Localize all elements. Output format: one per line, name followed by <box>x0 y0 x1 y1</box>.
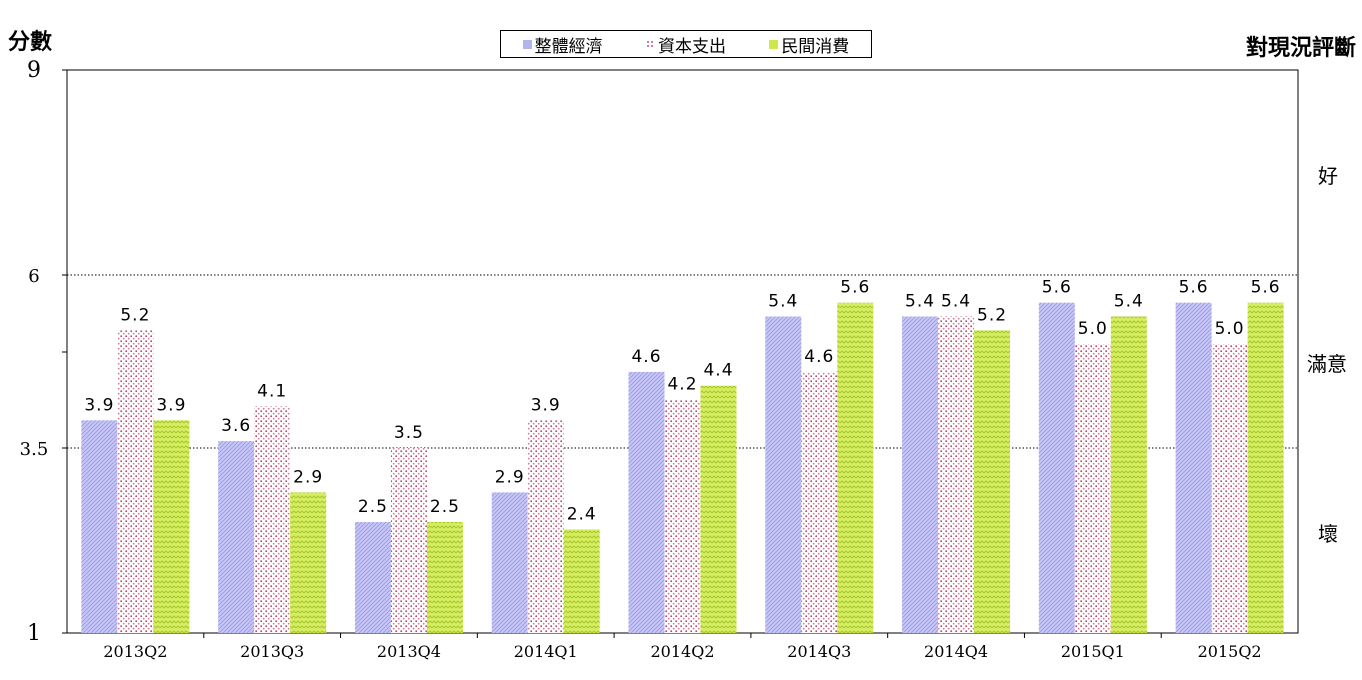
y-tick-label: 1 <box>27 621 41 646</box>
y-tick-label: 6 <box>28 266 39 287</box>
bar-2013Q3-0 <box>218 441 255 633</box>
x-tick-label: 2015Q1 <box>1061 642 1125 661</box>
data-label: 5.6 <box>1179 278 1209 298</box>
bar-2014Q3-0 <box>765 316 802 633</box>
x-tick-label: 2014Q3 <box>787 642 851 661</box>
data-label: 2.9 <box>495 467 525 487</box>
bar-2014Q3-2 <box>837 302 874 633</box>
right-category-bad: 壞 <box>1318 522 1338 546</box>
data-label: 3.5 <box>394 423 424 443</box>
x-tick-label: 2014Q2 <box>650 642 714 661</box>
data-label: 4.1 <box>257 381 287 401</box>
legend-item-overall-economy: 整體經濟 <box>522 32 603 57</box>
bar-2013Q2-0 <box>81 420 118 633</box>
bar-2014Q1-0 <box>491 492 528 633</box>
bar-2014Q4-1 <box>938 316 975 633</box>
bar-2015Q1-2 <box>1110 316 1147 633</box>
x-tick-label: 2013Q3 <box>240 642 304 661</box>
data-label: 5.2 <box>120 305 150 325</box>
bar-2013Q2-1 <box>117 330 154 633</box>
bar-2015Q1-1 <box>1074 344 1111 633</box>
bar-2013Q4-2 <box>426 522 463 633</box>
data-label: 3.9 <box>156 395 186 415</box>
bar-2014Q4-2 <box>974 330 1011 633</box>
data-label: 5.4 <box>768 292 798 312</box>
legend-item-capital-expenditure: 資本支出 <box>645 32 726 57</box>
bar-2015Q2-0 <box>1175 302 1212 633</box>
legend-label: 民間消費 <box>781 36 850 57</box>
x-tick-label: 2014Q1 <box>514 642 578 661</box>
data-label: 2.9 <box>293 467 323 487</box>
data-label: 2.5 <box>358 497 388 517</box>
data-label: 5.4 <box>941 292 971 312</box>
data-label: 2.5 <box>430 497 460 517</box>
x-tick-label: 2013Q2 <box>103 642 167 661</box>
data-label: 5.6 <box>1042 278 1072 298</box>
data-label: 3.9 <box>84 395 114 415</box>
x-tick-label: 2013Q4 <box>377 642 441 661</box>
legend-item-private-consumption: 民間消費 <box>769 32 849 57</box>
data-label: 5.6 <box>1251 278 1281 298</box>
bar-2014Q3-1 <box>801 371 838 633</box>
data-label: 5.4 <box>905 292 935 312</box>
data-label: 4.6 <box>804 347 834 367</box>
bar-2014Q2-0 <box>628 371 665 633</box>
bar-2014Q1-1 <box>527 420 564 633</box>
x-tick-label: 2015Q2 <box>1198 642 1262 661</box>
x-tick-label: 2014Q4 <box>924 642 988 661</box>
data-label: 2.4 <box>567 504 597 524</box>
data-label: 5.6 <box>840 278 870 298</box>
data-label: 4.2 <box>667 375 697 395</box>
bar-2015Q1-0 <box>1038 302 1075 633</box>
bar-2014Q4-0 <box>902 316 939 633</box>
legend: 整體經濟 資本支出 民間消費 <box>500 30 872 58</box>
legend-label: 資本支出 <box>657 36 726 57</box>
data-label: 5.0 <box>1078 319 1108 339</box>
legend-swatch-icon <box>522 39 532 49</box>
y-axis-title: 分數 <box>8 29 53 55</box>
bar-2013Q4-1 <box>390 448 427 633</box>
data-label: 5.0 <box>1215 319 1245 339</box>
y-tick-label: 3.5 <box>20 439 49 460</box>
y-tick-label: 9 <box>27 58 41 83</box>
bar-2014Q2-1 <box>664 399 701 633</box>
data-label: 4.4 <box>703 361 733 381</box>
bar-2013Q4-0 <box>354 522 391 633</box>
bar-2015Q2-1 <box>1211 344 1248 633</box>
right-category-good: 好 <box>1318 164 1338 188</box>
bar-2015Q2-2 <box>1247 302 1284 633</box>
right-axis-title: 對現況評斷 <box>1245 35 1356 61</box>
bar-2013Q3-1 <box>254 406 291 633</box>
right-category-satisfied: 滿意 <box>1307 352 1347 376</box>
legend-label: 整體經濟 <box>534 36 603 57</box>
bar-2014Q2-2 <box>700 385 737 633</box>
bar-2013Q2-2 <box>153 420 190 633</box>
data-label: 3.6 <box>221 416 251 436</box>
bar-2014Q1-2 <box>563 529 600 633</box>
data-label: 5.4 <box>1114 292 1144 312</box>
data-label: 5.2 <box>977 305 1007 325</box>
bar-2013Q3-2 <box>290 492 327 633</box>
legend-swatch-icon <box>645 39 655 49</box>
legend-swatch-icon <box>769 39 779 49</box>
data-label: 3.9 <box>531 395 561 415</box>
data-label: 4.6 <box>631 347 661 367</box>
